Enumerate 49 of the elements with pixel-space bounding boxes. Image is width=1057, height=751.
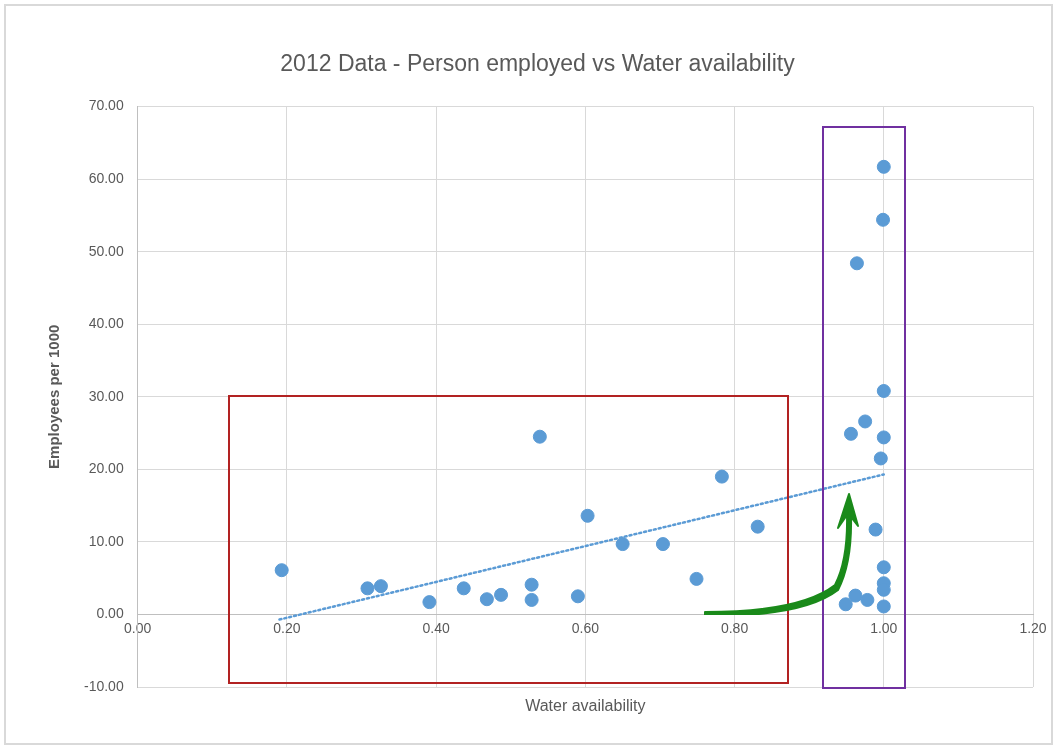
y-tick-label: -10.00 xyxy=(83,677,124,694)
y-tick-label: 70.00 xyxy=(88,97,124,114)
point xyxy=(494,587,509,602)
x-axis-title: Water availability xyxy=(525,697,646,715)
point xyxy=(479,592,494,607)
y-tick-label: 40.00 xyxy=(88,315,124,332)
point xyxy=(570,589,585,604)
point xyxy=(750,519,765,534)
x-tick-label: 0.40 xyxy=(422,619,450,636)
point xyxy=(360,581,375,596)
y-tick-label: 10.00 xyxy=(88,532,124,549)
point xyxy=(615,537,630,552)
y-tick-label: 60.00 xyxy=(88,170,124,187)
point xyxy=(524,577,539,592)
y-tick-label: 50.00 xyxy=(88,242,124,259)
point xyxy=(456,581,471,596)
x-tick-label: 0.20 xyxy=(273,619,301,636)
point xyxy=(838,597,853,612)
point xyxy=(848,588,863,603)
point xyxy=(524,592,539,607)
point xyxy=(876,159,891,174)
point xyxy=(422,595,437,610)
point xyxy=(843,426,858,441)
x-tick-label: 1.00 xyxy=(870,619,898,636)
point xyxy=(876,599,891,614)
point xyxy=(849,256,864,271)
point xyxy=(873,451,888,466)
point xyxy=(689,571,704,586)
point xyxy=(876,212,891,227)
point xyxy=(868,522,883,537)
point xyxy=(274,563,289,578)
y-tick-label: 0.00 xyxy=(96,605,124,622)
y-tick-label: 20.00 xyxy=(88,460,124,477)
x-tick-label: 0.80 xyxy=(720,619,749,636)
point xyxy=(858,414,873,429)
x-tick-label: 1.20 xyxy=(1019,619,1047,636)
point xyxy=(714,469,729,484)
y-tick-label: 30.00 xyxy=(88,387,124,404)
chart-title: 2012 Data - Person employed vs Water availability xyxy=(280,50,796,77)
point xyxy=(876,560,891,575)
point xyxy=(373,579,388,594)
point xyxy=(580,508,595,523)
x-tick-label: 0.60 xyxy=(571,619,600,636)
point xyxy=(876,430,891,445)
point xyxy=(876,384,891,398)
point xyxy=(532,429,547,444)
y-axis-title: Employees per 1000 xyxy=(45,324,63,469)
point xyxy=(860,592,875,607)
point xyxy=(655,537,670,552)
